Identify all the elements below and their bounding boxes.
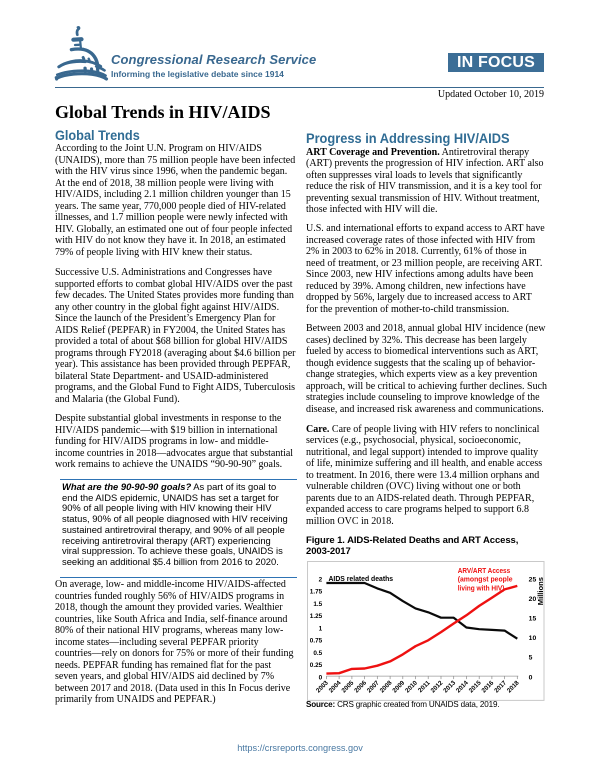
svg-text:0.5: 0.5 bbox=[313, 650, 322, 657]
svg-text:2: 2 bbox=[318, 577, 322, 584]
svg-text:Millions: Millions bbox=[536, 577, 545, 605]
svg-text:5: 5 bbox=[528, 655, 532, 662]
svg-text:AIDS related deaths: AIDS related deaths bbox=[328, 574, 393, 583]
svg-text:0: 0 bbox=[318, 675, 322, 682]
svg-text:(amongst people: (amongst people bbox=[457, 575, 513, 584]
svg-text:1.75: 1.75 bbox=[310, 589, 323, 596]
svg-text:2015: 2015 bbox=[468, 680, 483, 695]
svg-text:2016: 2016 bbox=[480, 680, 495, 695]
svg-text:10: 10 bbox=[528, 636, 536, 643]
svg-text:ARV/ART Access: ARV/ART Access bbox=[457, 566, 509, 575]
svg-text:0.75: 0.75 bbox=[310, 638, 323, 645]
svg-text:0: 0 bbox=[528, 675, 532, 682]
svg-text:15: 15 bbox=[528, 616, 536, 623]
svg-text:1.25: 1.25 bbox=[310, 614, 323, 621]
svg-text:1: 1 bbox=[318, 626, 322, 633]
svg-text:2005: 2005 bbox=[340, 680, 355, 695]
svg-text:2012: 2012 bbox=[429, 680, 444, 695]
svg-text:living with HIV): living with HIV) bbox=[457, 584, 504, 593]
svg-text:2008: 2008 bbox=[378, 680, 393, 695]
svg-text:20: 20 bbox=[528, 596, 536, 603]
svg-text:2004: 2004 bbox=[327, 680, 342, 695]
svg-text:2011: 2011 bbox=[417, 680, 432, 695]
svg-text:2006: 2006 bbox=[353, 680, 368, 695]
svg-text:1.5: 1.5 bbox=[313, 601, 322, 608]
svg-text:2007: 2007 bbox=[366, 680, 381, 695]
svg-text:25: 25 bbox=[528, 577, 536, 584]
svg-text:2009: 2009 bbox=[391, 680, 406, 695]
svg-text:2003: 2003 bbox=[315, 680, 330, 695]
svg-text:2010: 2010 bbox=[404, 680, 419, 695]
svg-text:2017: 2017 bbox=[493, 680, 508, 695]
svg-text:0.25: 0.25 bbox=[310, 662, 323, 669]
svg-text:2018: 2018 bbox=[506, 680, 521, 695]
svg-text:2013: 2013 bbox=[442, 680, 457, 695]
svg-text:2014: 2014 bbox=[455, 680, 470, 695]
